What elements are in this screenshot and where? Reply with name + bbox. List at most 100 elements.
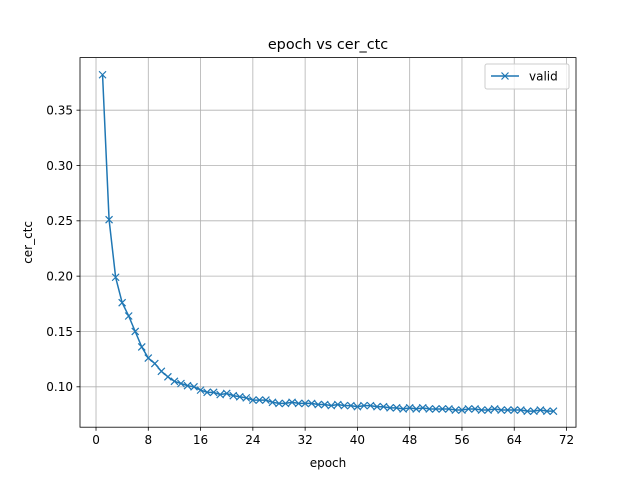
data-point-marker <box>353 402 362 411</box>
data-point-marker <box>163 372 172 381</box>
x-tick-label: 16 <box>193 433 208 447</box>
data-point-marker <box>255 396 264 405</box>
data-point-marker <box>301 399 310 408</box>
data-point-marker <box>477 406 486 414</box>
data-point-marker <box>373 402 381 411</box>
data-point-marker <box>346 401 355 410</box>
data-point-marker <box>418 403 427 412</box>
data-point-marker <box>451 406 460 414</box>
data-point-marker <box>124 312 133 320</box>
data-point-marker <box>314 400 323 409</box>
data-point-marker <box>516 406 525 414</box>
data-point-marker <box>288 398 296 407</box>
data-point-marker <box>392 403 401 412</box>
x-tick-label: 64 <box>507 433 522 447</box>
data-point-marker <box>248 396 257 405</box>
data-point-marker <box>458 406 466 414</box>
data-point-marker <box>399 405 408 413</box>
y-axis-ticks: 0.10 0.15 0.20 0.25 0.30 0.35 <box>46 103 80 394</box>
data-point-marker <box>490 405 499 413</box>
data-point-marker <box>405 403 414 412</box>
data-point-marker <box>327 401 336 410</box>
data-point-marker <box>216 390 225 399</box>
data-point-marker <box>203 388 212 397</box>
data-point-marker <box>444 405 453 413</box>
y-tick-label: 0.15 <box>46 325 73 339</box>
x-tick-label: 0 <box>92 433 100 447</box>
data-point-marker <box>150 359 159 368</box>
data-point-marker <box>157 367 166 376</box>
data-point-marker <box>471 405 479 413</box>
data-point-marker <box>379 402 388 411</box>
x-tick-label: 72 <box>559 433 574 447</box>
chart-title: epoch vs cer_ctc <box>268 37 388 53</box>
data-point-marker <box>229 391 238 400</box>
series-line-valid <box>101 74 554 412</box>
data-point-marker <box>222 389 231 398</box>
data-point-marker <box>131 327 140 336</box>
data-point-marker <box>536 406 545 414</box>
data-point-marker <box>425 405 434 413</box>
data-point-marker <box>190 382 198 391</box>
grid-lines <box>80 57 576 428</box>
y-tick-label: 0.25 <box>46 214 73 228</box>
data-point-marker <box>464 405 473 413</box>
data-point-marker <box>366 401 375 410</box>
series-layer <box>98 70 558 416</box>
data-point-marker <box>549 407 558 416</box>
y-axis-label: cer_ctc <box>21 221 35 264</box>
data-point-marker <box>275 399 283 408</box>
data-point-marker <box>177 379 185 388</box>
data-point-marker <box>307 399 316 408</box>
data-point-marker <box>484 406 493 414</box>
data-point-marker <box>333 400 342 409</box>
data-point-marker <box>294 399 303 408</box>
legend-box <box>484 63 570 90</box>
data-point-marker <box>209 388 218 397</box>
data-point-marker <box>105 215 114 224</box>
legend: valid <box>484 63 570 90</box>
data-point-marker <box>340 401 349 410</box>
data-point-marker <box>431 405 440 413</box>
data-point-marker <box>542 407 551 416</box>
data-point-marker <box>170 377 179 386</box>
data-point-marker <box>510 406 519 414</box>
y-tick-label: 0.20 <box>46 269 73 283</box>
x-tick-label: 32 <box>297 433 312 447</box>
data-point-marker <box>98 70 107 79</box>
data-point-marker <box>438 405 447 413</box>
data-point-marker <box>111 273 120 282</box>
data-point-marker <box>497 406 506 414</box>
data-point-marker <box>183 381 192 390</box>
data-point-marker <box>196 386 205 395</box>
y-tick-label: 0.10 <box>46 380 73 394</box>
data-point-marker <box>360 401 368 410</box>
legend-marker-x <box>501 72 509 80</box>
x-axis-label: epoch <box>310 456 347 470</box>
legend-label-valid: valid <box>529 69 558 83</box>
plot-frame <box>79 57 577 428</box>
data-point-marker <box>118 298 127 307</box>
data-point-marker <box>235 392 244 401</box>
data-point-marker <box>137 343 146 351</box>
data-point-marker <box>320 400 329 409</box>
x-tick-label: 8 <box>144 433 152 447</box>
x-tick-label: 24 <box>245 433 260 447</box>
x-tick-label: 40 <box>350 433 365 447</box>
y-tick-label: 0.35 <box>46 103 73 117</box>
data-point-marker <box>386 403 395 412</box>
data-point-marker <box>529 407 538 416</box>
data-point-marker <box>144 354 153 362</box>
data-point-marker <box>281 399 290 408</box>
data-point-marker <box>523 407 532 416</box>
data-point-marker <box>503 406 512 414</box>
x-axis-ticks: 0 8 16 24 32 40 48 56 64 72 <box>92 427 574 447</box>
data-point-marker <box>242 393 251 402</box>
y-tick-label: 0.30 <box>46 159 73 173</box>
data-point-marker <box>412 405 421 413</box>
data-point-marker <box>268 398 277 407</box>
x-tick-label: 48 <box>402 433 417 447</box>
data-point-marker <box>261 396 270 405</box>
